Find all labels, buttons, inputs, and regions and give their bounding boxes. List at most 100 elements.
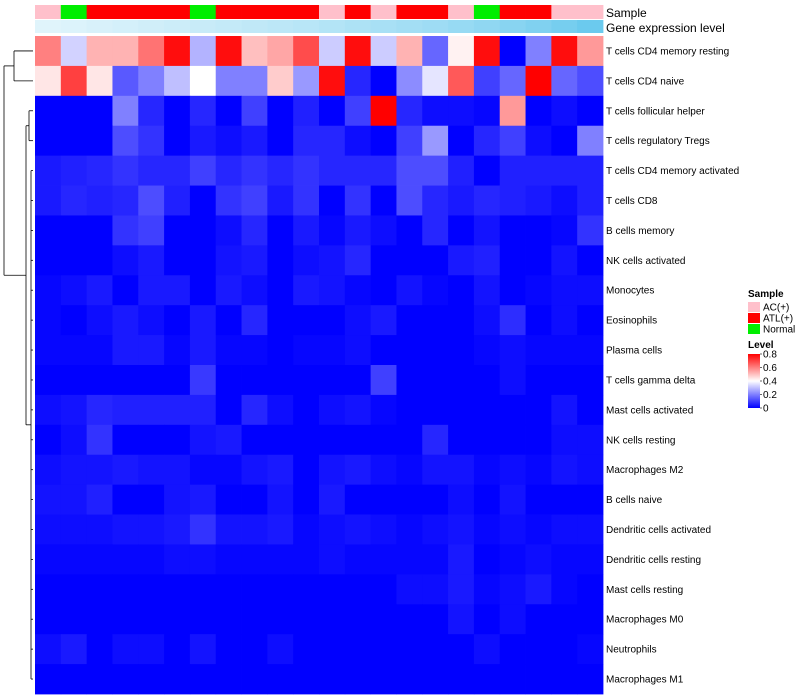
heatmap-cell [422, 185, 449, 216]
heatmap-cell [189, 574, 217, 605]
heatmap-cell [138, 365, 165, 396]
heatmap-cell [319, 155, 346, 186]
heatmap-cell [525, 664, 552, 695]
heatmap-cell [189, 664, 217, 695]
heatmap-cell [448, 454, 475, 486]
heatmap-cell [525, 514, 552, 545]
heatmap-cell [319, 544, 346, 575]
heatmap-cell [473, 454, 501, 486]
heatmap-cell [525, 155, 552, 186]
heatmap-cell [551, 95, 578, 127]
heatmap-cell [164, 604, 191, 635]
heatmap-cell [396, 424, 423, 456]
heatmap-cell [473, 634, 501, 665]
heatmap-cell [138, 335, 165, 366]
heatmap-cell [35, 95, 62, 127]
heatmap-cell [577, 454, 604, 486]
expression-annotation-label: Gene expression level [606, 21, 725, 35]
heatmap-cell [396, 65, 423, 97]
heatmap-cell [267, 275, 294, 306]
heatmap-cell [164, 185, 191, 216]
heatmap-cell [577, 155, 604, 186]
heatmap-cell [215, 664, 242, 695]
heatmap-cell [35, 424, 62, 456]
heatmap-cell [319, 634, 346, 665]
heatmap-cell [422, 574, 449, 605]
expression-annotation-cell [241, 20, 268, 33]
heatmap-cell [577, 484, 604, 515]
heatmap-cell [164, 335, 191, 366]
legend-tick-label: 0 [763, 404, 769, 415]
heatmap-cell [241, 634, 268, 665]
heatmap-cell [370, 634, 397, 665]
sample-annotation-cell [499, 5, 526, 19]
heatmap-cell [525, 634, 552, 665]
heatmap-cell [499, 574, 526, 605]
heatmap-cell [189, 424, 217, 456]
row-label: Monocytes [606, 286, 654, 297]
heatmap-cell [215, 335, 242, 366]
heatmap-cell [577, 335, 604, 366]
sample-annotation-cell [525, 5, 552, 19]
heatmap-cell [164, 514, 191, 545]
row-label: T cells gamma delta [606, 375, 696, 386]
expression-annotation-cell [577, 20, 604, 33]
heatmap-cell [525, 454, 552, 486]
row-label: B cells memory [606, 226, 674, 237]
heatmap-cell [112, 514, 139, 545]
heatmap-cell [319, 424, 346, 456]
heatmap-cell [86, 604, 113, 635]
heatmap-cell [551, 185, 578, 216]
heatmap-cell [35, 394, 62, 426]
heatmap-cell [60, 664, 88, 695]
expression-annotation-cell [293, 20, 320, 33]
heatmap-cell [577, 65, 604, 97]
heatmap-cell [267, 634, 294, 665]
heatmap-cell [448, 185, 475, 216]
heatmap-cell [293, 36, 320, 67]
heatmap-cell [60, 125, 88, 157]
heatmap-cell [86, 454, 113, 486]
heatmap-cell [189, 365, 217, 396]
heatmap-cell [189, 394, 217, 426]
heatmap-cell [241, 574, 268, 605]
heatmap-cell [577, 664, 604, 695]
heatmap-cell [60, 484, 88, 515]
heatmap-cell [525, 484, 552, 515]
heatmap-cell [241, 275, 268, 306]
heatmap-cell [370, 215, 397, 246]
heatmap-cell [138, 275, 165, 306]
heatmap-cell [448, 394, 475, 426]
heatmap-cell [164, 245, 191, 276]
heatmap-cell [473, 245, 501, 276]
heatmap-cell [551, 305, 578, 336]
heatmap-cell [164, 394, 191, 426]
heatmap-cell [35, 454, 62, 486]
heatmap-cell [370, 65, 397, 97]
heatmap-cell [448, 36, 475, 67]
heatmap-cell [473, 335, 501, 366]
legend-swatch [748, 324, 760, 334]
heatmap-cell [422, 365, 449, 396]
heatmap-cell [319, 454, 346, 486]
heatmap-cell [422, 335, 449, 366]
heatmap-cell [241, 95, 268, 127]
heatmap-cell [344, 65, 372, 97]
heatmap-cell [293, 634, 320, 665]
heatmap-cell [344, 185, 372, 216]
heatmap-cell [112, 604, 139, 635]
heatmap-cell [86, 664, 113, 695]
heatmap-cell [267, 664, 294, 695]
heatmap-cell [189, 514, 217, 545]
heatmap-cell [344, 424, 372, 456]
expression-annotation-cell [215, 20, 242, 33]
legend-tick-label: 0.8 [763, 350, 777, 361]
heatmap-cell [293, 424, 320, 456]
sample-annotation-cell [319, 5, 346, 19]
heatmap-cell [344, 365, 372, 396]
heatmap-cell [499, 335, 526, 366]
expression-annotation-cell [344, 20, 372, 33]
heatmap-cell [499, 634, 526, 665]
heatmap-cell [396, 215, 423, 246]
